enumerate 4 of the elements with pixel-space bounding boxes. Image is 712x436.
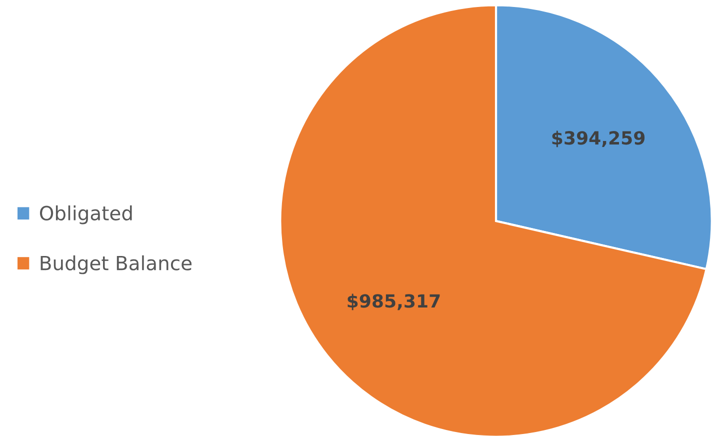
legend-label: Budget Balance — [40, 255, 192, 274]
data-label: $985,317 — [348, 294, 440, 310]
data-label: $394,259 — [552, 130, 645, 148]
legend-label: Obligated — [40, 205, 132, 224]
